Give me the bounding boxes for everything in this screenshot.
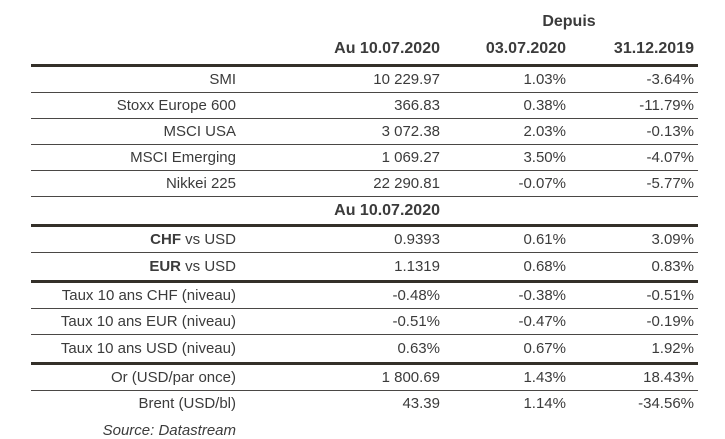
value-cell: -34.56% xyxy=(638,395,694,412)
row-label: Taux 10 ans CHF (niveau) xyxy=(31,282,240,309)
empty-cell xyxy=(444,197,570,226)
row-label-text: Stoxx Europe 600 xyxy=(116,97,236,114)
value-cell: 366.83 xyxy=(394,97,440,114)
value-cell: 2.03% xyxy=(523,123,566,140)
financial-markets-table: Depuis Au 10.07.2020 03.07.2020 31.12.20… xyxy=(31,10,698,416)
row-label-text: Taux 10 ans CHF (niveau) xyxy=(61,287,236,304)
value-cell: -3.64% xyxy=(646,71,694,88)
row-chf-vs-usd: CHF vs USD 0.9393 0.61% 3.09% xyxy=(31,226,698,253)
row-label: MSCI Emerging xyxy=(31,145,240,171)
value-cell: -4.07% xyxy=(646,149,694,166)
market-data-panel: Depuis Au 10.07.2020 03.07.2020 31.12.20… xyxy=(31,10,698,439)
value-cell: 0.38% xyxy=(523,97,566,114)
value-cell: 1 069.27 xyxy=(381,149,440,166)
empty-cell xyxy=(31,10,444,34)
value-cell: 1.92% xyxy=(651,340,694,357)
value-cell: 1.1319 xyxy=(394,258,440,275)
empty-cell xyxy=(570,197,698,226)
row-label-text: SMI xyxy=(209,71,236,88)
row-taux-10-ans-eur: Taux 10 ans EUR (niveau) -0.51% -0.47% -… xyxy=(31,309,698,335)
value-cell: -0.48% xyxy=(392,287,440,304)
value-cell: 0.68% xyxy=(523,258,566,275)
value-cell: 0.83% xyxy=(651,258,694,275)
value-cell: 22 290.81 xyxy=(373,175,440,192)
row-label-text: Nikkei 225 xyxy=(165,175,236,192)
row-stoxx-europe-600: Stoxx Europe 600 366.83 0.38% -11.79% xyxy=(31,93,698,119)
row-label: Taux 10 ans USD (niveau) xyxy=(31,335,240,364)
row-brent-usd-bl: Brent (USD/bl) 43.39 1.14% -34.56% xyxy=(31,391,698,417)
value-cell: 1.03% xyxy=(523,71,566,88)
row-label-text: vs USD xyxy=(180,231,236,248)
value-cell: 3 072.38 xyxy=(381,123,440,140)
row-label: Taux 10 ans EUR (niveau) xyxy=(31,309,240,335)
row-taux-10-ans-chf: Taux 10 ans CHF (niveau) -0.48% -0.38% -… xyxy=(31,282,698,309)
value-cell: -0.51% xyxy=(392,313,440,330)
empty-cell xyxy=(31,197,240,226)
value-cell: 0.61% xyxy=(523,231,566,248)
value-cell: -0.13% xyxy=(646,123,694,140)
row-label-text: Brent (USD/bl) xyxy=(138,395,236,412)
value-cell: -0.19% xyxy=(646,313,694,330)
value-cell: 18.43% xyxy=(643,369,694,386)
row-label-text: MSCI Emerging xyxy=(130,149,236,166)
row-label-text: Or (USD/par once) xyxy=(110,369,236,386)
section-header: Au 10.07.2020 xyxy=(334,201,440,219)
value-cell: 1.43% xyxy=(523,369,566,386)
row-nikkei-225: Nikkei 225 22 290.81 -0.07% -5.77% xyxy=(31,171,698,197)
value-cell: 43.39 xyxy=(402,395,440,412)
value-cell: -0.07% xyxy=(518,175,566,192)
depuis-group-header: Depuis xyxy=(542,13,596,30)
row-label-text: MSCI USA xyxy=(163,123,236,140)
value-cell: 10 229.97 xyxy=(373,71,440,88)
row-label: SMI xyxy=(31,66,240,93)
column-header-since-week: 03.07.2020 xyxy=(485,40,566,57)
value-cell: -11.79% xyxy=(639,97,694,114)
column-header-row: Au 10.07.2020 03.07.2020 31.12.2019 xyxy=(31,34,698,66)
row-label-strong: CHF xyxy=(150,231,181,248)
value-cell: 3.09% xyxy=(651,231,694,248)
value-cell: 0.67% xyxy=(523,340,566,357)
row-label: EUR vs USD xyxy=(31,253,240,282)
row-label-strong: EUR xyxy=(149,258,181,275)
row-label: CHF vs USD xyxy=(31,226,240,253)
row-smi: SMI 10 229.97 1.03% -3.64% xyxy=(31,66,698,93)
value-cell: -0.38% xyxy=(518,287,566,304)
row-taux-10-ans-usd: Taux 10 ans USD (niveau) 0.63% 0.67% 1.9… xyxy=(31,335,698,364)
row-label-text: Taux 10 ans USD (niveau) xyxy=(60,340,236,357)
column-header-since-year: 31.12.2019 xyxy=(613,40,694,57)
row-label: Or (USD/par once) xyxy=(31,364,240,391)
value-cell: 3.50% xyxy=(523,149,566,166)
row-label: Nikkei 225 xyxy=(31,171,240,197)
value-cell: 0.63% xyxy=(397,340,440,357)
value-cell: 0.9393 xyxy=(394,231,440,248)
value-cell: 1.14% xyxy=(523,395,566,412)
value-cell: 1 800.69 xyxy=(381,369,440,386)
section-header-row: Au 10.07.2020 xyxy=(31,197,698,226)
row-label-text: vs USD xyxy=(180,258,236,275)
row-msci-emerging: MSCI Emerging 1 069.27 3.50% -4.07% xyxy=(31,145,698,171)
column-header-value-date: Au 10.07.2020 xyxy=(334,40,440,57)
row-or-usd-once: Or (USD/par once) 1 800.69 1.43% 18.43% xyxy=(31,364,698,391)
empty-cell xyxy=(31,34,240,66)
depuis-group-row: Depuis xyxy=(31,10,698,34)
row-label: Brent (USD/bl) xyxy=(31,391,240,417)
value-cell: -0.47% xyxy=(518,313,566,330)
row-msci-usa: MSCI USA 3 072.38 2.03% -0.13% xyxy=(31,119,698,145)
row-label: Stoxx Europe 600 xyxy=(31,93,240,119)
row-eur-vs-usd: EUR vs USD 1.1319 0.68% 0.83% xyxy=(31,253,698,282)
row-label-text: Taux 10 ans EUR (niveau) xyxy=(60,313,236,330)
value-cell: -5.77% xyxy=(646,175,694,192)
value-cell: -0.51% xyxy=(646,287,694,304)
row-label: MSCI USA xyxy=(31,119,240,145)
